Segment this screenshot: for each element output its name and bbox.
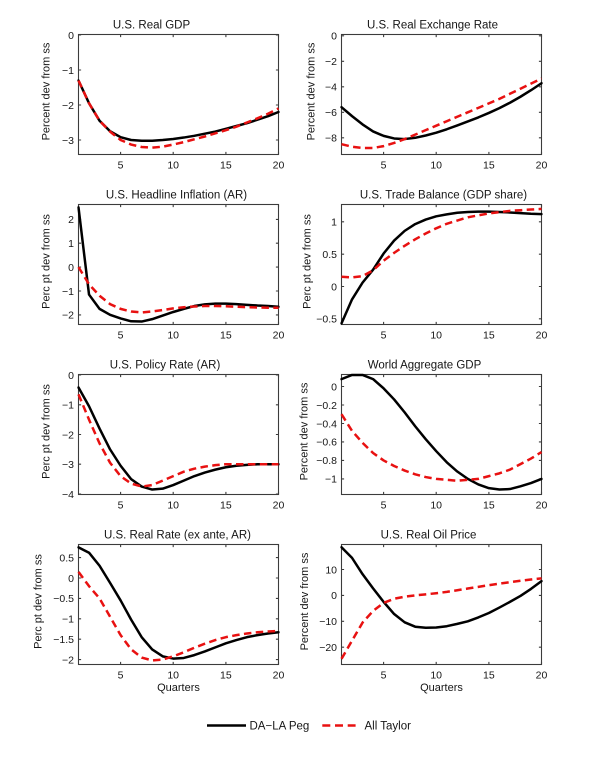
svg-text:20: 20 [536, 160, 548, 172]
svg-text:−1.5: −1.5 [53, 634, 74, 646]
svg-text:20: 20 [536, 500, 548, 512]
svg-text:U.S. Policy Rate (AR): U.S. Policy Rate (AR) [110, 360, 221, 372]
svg-text:5: 5 [118, 160, 124, 172]
svg-text:−0.5: −0.5 [53, 593, 74, 605]
svg-text:20: 20 [273, 500, 285, 512]
svg-text:−1: −1 [62, 400, 74, 412]
svg-text:−1: −1 [325, 474, 337, 486]
svg-text:0: 0 [68, 262, 74, 274]
svg-text:U.S. Headline Inflation (AR): U.S. Headline Inflation (AR) [106, 190, 247, 202]
svg-text:−10: −10 [319, 616, 337, 628]
svg-text:−0.6: −0.6 [316, 437, 337, 449]
svg-text:10: 10 [430, 160, 442, 172]
svg-text:10: 10 [167, 160, 179, 172]
svg-text:−1: −1 [62, 614, 74, 626]
svg-text:15: 15 [220, 670, 232, 682]
svg-text:−2: −2 [325, 56, 337, 68]
svg-text:10: 10 [430, 500, 442, 512]
svg-text:10: 10 [167, 330, 179, 342]
svg-text:−1: −1 [62, 286, 74, 298]
svg-text:0.5: 0.5 [59, 552, 74, 564]
svg-text:5: 5 [118, 670, 124, 682]
svg-text:5: 5 [381, 670, 387, 682]
svg-text:20: 20 [273, 160, 285, 172]
svg-text:−2: −2 [62, 654, 74, 666]
svg-text:0: 0 [68, 573, 74, 585]
svg-text:Quarters: Quarters [420, 682, 463, 694]
svg-text:Percent dev from ss: Percent dev from ss [306, 42, 318, 140]
svg-text:0: 0 [331, 590, 337, 602]
svg-text:15: 15 [220, 160, 232, 172]
svg-text:0: 0 [331, 31, 337, 43]
svg-text:U.S. Real Exchange Rate: U.S. Real Exchange Rate [367, 20, 498, 32]
svg-text:Percent dev from ss: Percent dev from ss [41, 42, 53, 140]
svg-text:U.S. Real GDP: U.S. Real GDP [113, 20, 191, 32]
svg-text:−8: −8 [325, 133, 337, 145]
svg-text:0.5: 0.5 [322, 249, 337, 261]
svg-text:Quarters: Quarters [157, 682, 200, 694]
svg-text:DA−LA Peg: DA−LA Peg [250, 720, 310, 732]
svg-text:U.S. Real Oil Price: U.S. Real Oil Price [381, 530, 477, 542]
svg-text:10: 10 [325, 564, 337, 576]
svg-text:2: 2 [68, 214, 74, 226]
svg-text:−4: −4 [325, 82, 337, 94]
svg-text:20: 20 [273, 670, 285, 682]
svg-text:5: 5 [118, 500, 124, 512]
svg-text:0: 0 [331, 381, 337, 393]
svg-text:−20: −20 [319, 642, 337, 654]
svg-text:Perc pt dev from ss: Perc pt dev from ss [41, 384, 53, 479]
svg-text:World Aggregate GDP: World Aggregate GDP [368, 360, 482, 372]
svg-text:20: 20 [536, 670, 548, 682]
svg-text:10: 10 [167, 670, 179, 682]
svg-text:15: 15 [483, 160, 495, 172]
svg-text:15: 15 [483, 670, 495, 682]
svg-text:Perc pt dev from ss: Perc pt dev from ss [33, 554, 45, 649]
svg-text:−6: −6 [325, 107, 337, 119]
svg-text:20: 20 [536, 330, 548, 342]
svg-text:Perc pt dev from ss: Perc pt dev from ss [41, 214, 53, 309]
svg-text:15: 15 [220, 330, 232, 342]
svg-text:15: 15 [483, 500, 495, 512]
svg-text:−0.5: −0.5 [316, 314, 337, 326]
svg-text:20: 20 [273, 330, 285, 342]
svg-text:10: 10 [430, 670, 442, 682]
svg-text:15: 15 [483, 330, 495, 342]
svg-text:Percent dev from ss: Percent dev from ss [299, 552, 311, 650]
svg-text:All Taylor: All Taylor [365, 720, 412, 732]
svg-text:−0.4: −0.4 [316, 418, 337, 430]
svg-text:U.S. Real Rate (ex ante, AR): U.S. Real Rate (ex ante, AR) [104, 530, 251, 542]
svg-text:−2: −2 [62, 310, 74, 322]
svg-text:5: 5 [118, 330, 124, 342]
svg-text:1: 1 [68, 238, 74, 250]
svg-text:−3: −3 [62, 135, 74, 147]
svg-text:−3: −3 [62, 459, 74, 471]
svg-text:−1: −1 [62, 65, 74, 77]
svg-text:5: 5 [381, 500, 387, 512]
svg-text:10: 10 [167, 500, 179, 512]
svg-text:−0.2: −0.2 [316, 400, 337, 412]
svg-text:0: 0 [331, 281, 337, 293]
svg-text:0: 0 [68, 30, 74, 42]
svg-text:1: 1 [331, 217, 337, 229]
svg-text:−2: −2 [62, 100, 74, 112]
svg-text:Percent dev from ss: Percent dev from ss [299, 382, 311, 480]
svg-text:−0.8: −0.8 [316, 455, 337, 467]
svg-text:10: 10 [430, 330, 442, 342]
svg-text:5: 5 [381, 330, 387, 342]
svg-text:0: 0 [68, 370, 74, 382]
svg-text:Perc pt dev from ss: Perc pt dev from ss [302, 214, 314, 309]
svg-text:15: 15 [220, 500, 232, 512]
svg-text:−2: −2 [62, 429, 74, 441]
svg-text:5: 5 [381, 160, 387, 172]
svg-text:−4: −4 [62, 489, 74, 501]
svg-text:U.S. Trade Balance (GDP share): U.S. Trade Balance (GDP share) [360, 190, 527, 202]
